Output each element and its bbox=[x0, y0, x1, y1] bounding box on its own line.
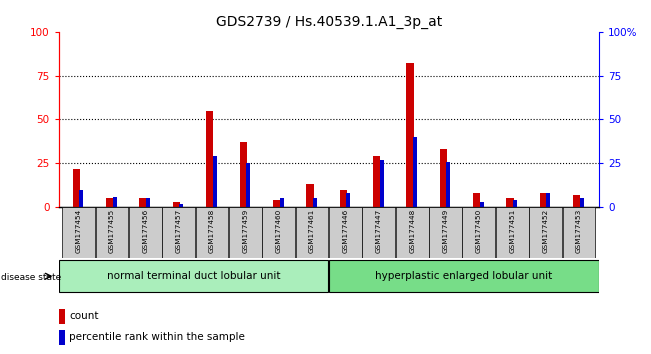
Bar bbox=[206, 111, 214, 207]
Bar bbox=[129, 207, 161, 258]
Text: GSM177446: GSM177446 bbox=[342, 209, 348, 253]
Bar bbox=[306, 184, 314, 207]
Text: hyperplastic enlarged lobular unit: hyperplastic enlarged lobular unit bbox=[375, 271, 553, 281]
Bar bbox=[396, 207, 428, 258]
Text: normal terminal duct lobular unit: normal terminal duct lobular unit bbox=[107, 271, 281, 281]
Bar bbox=[180, 204, 184, 207]
Text: GSM177448: GSM177448 bbox=[409, 209, 415, 253]
Bar bbox=[296, 207, 329, 258]
Bar bbox=[246, 163, 250, 207]
Bar bbox=[546, 193, 550, 207]
Bar bbox=[279, 198, 284, 207]
Bar bbox=[529, 207, 562, 258]
Bar bbox=[380, 160, 383, 207]
Bar bbox=[462, 207, 495, 258]
Bar bbox=[113, 196, 117, 207]
Bar bbox=[213, 156, 217, 207]
Text: GSM177447: GSM177447 bbox=[376, 209, 381, 253]
Text: GSM177458: GSM177458 bbox=[209, 209, 215, 253]
Bar bbox=[196, 207, 229, 258]
Bar bbox=[73, 169, 80, 207]
Text: GSM177453: GSM177453 bbox=[576, 209, 582, 253]
Bar bbox=[346, 193, 350, 207]
Bar bbox=[106, 198, 113, 207]
Bar bbox=[79, 190, 83, 207]
Text: GSM177457: GSM177457 bbox=[176, 209, 182, 253]
Bar bbox=[59, 330, 65, 345]
Bar bbox=[496, 207, 529, 258]
Bar bbox=[406, 63, 413, 207]
Text: GSM177452: GSM177452 bbox=[542, 209, 549, 253]
Text: GSM177451: GSM177451 bbox=[509, 209, 515, 253]
Bar bbox=[447, 161, 450, 207]
Bar bbox=[139, 198, 146, 207]
Bar bbox=[439, 149, 447, 207]
Bar bbox=[579, 198, 584, 207]
Bar bbox=[313, 198, 317, 207]
Text: GSM177459: GSM177459 bbox=[242, 209, 249, 253]
Text: GSM177454: GSM177454 bbox=[76, 209, 81, 253]
Bar bbox=[229, 207, 262, 258]
Bar bbox=[473, 193, 480, 207]
Text: GSM177450: GSM177450 bbox=[476, 209, 482, 253]
Bar bbox=[562, 207, 595, 258]
Text: GSM177461: GSM177461 bbox=[309, 209, 315, 253]
Bar bbox=[573, 195, 581, 207]
Bar bbox=[240, 142, 247, 207]
Bar bbox=[480, 202, 484, 207]
Bar bbox=[59, 260, 328, 292]
Bar bbox=[162, 207, 195, 258]
Text: GSM177456: GSM177456 bbox=[143, 209, 148, 253]
Bar bbox=[429, 207, 462, 258]
Text: GSM177455: GSM177455 bbox=[109, 209, 115, 253]
Bar bbox=[59, 309, 65, 324]
Bar bbox=[329, 207, 362, 258]
Bar bbox=[413, 137, 417, 207]
Title: GDS2739 / Hs.40539.1.A1_3p_at: GDS2739 / Hs.40539.1.A1_3p_at bbox=[215, 16, 442, 29]
Text: percentile rank within the sample: percentile rank within the sample bbox=[70, 332, 245, 342]
Bar bbox=[373, 156, 380, 207]
Bar bbox=[506, 198, 514, 207]
Bar bbox=[273, 200, 280, 207]
Bar bbox=[262, 207, 295, 258]
Bar bbox=[513, 200, 517, 207]
Bar bbox=[363, 207, 395, 258]
Bar bbox=[329, 260, 598, 292]
Text: GSM177449: GSM177449 bbox=[443, 209, 449, 253]
Bar bbox=[62, 207, 95, 258]
Bar bbox=[146, 198, 150, 207]
Bar bbox=[540, 193, 547, 207]
Bar bbox=[173, 202, 180, 207]
Text: count: count bbox=[70, 311, 99, 321]
Bar bbox=[340, 190, 347, 207]
Text: GSM177460: GSM177460 bbox=[276, 209, 282, 253]
Bar bbox=[96, 207, 128, 258]
Text: disease state: disease state bbox=[1, 273, 62, 281]
